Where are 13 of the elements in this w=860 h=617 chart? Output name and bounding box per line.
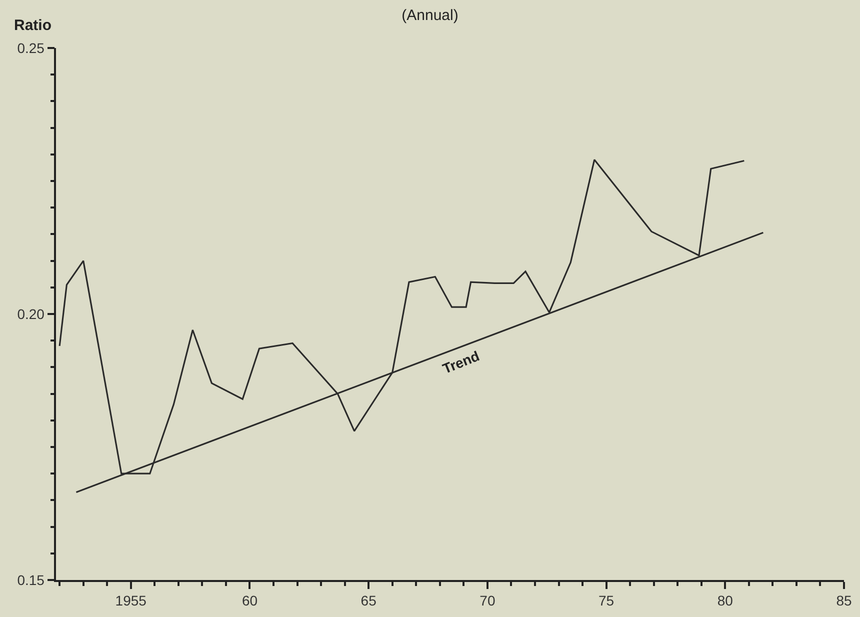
x-tick-label: 1955 [115,592,147,609]
y-tick-label: 0.25 [17,40,45,56]
y-tick-label: 0.15 [17,572,45,588]
annotation: Trend [440,348,482,377]
x-tick-label: 75 [598,592,614,609]
x-tick-label: 60 [242,592,258,609]
y-tick-label: 0.20 [17,306,45,322]
x-tick-label: 65 [360,592,377,609]
x-tick-label: 85 [836,592,852,609]
x-tick-label: 70 [480,592,496,609]
x-tick-label: 80 [717,592,734,609]
y-axis-title: Ratio [14,17,52,34]
chart-title: (Annual) [402,6,458,24]
